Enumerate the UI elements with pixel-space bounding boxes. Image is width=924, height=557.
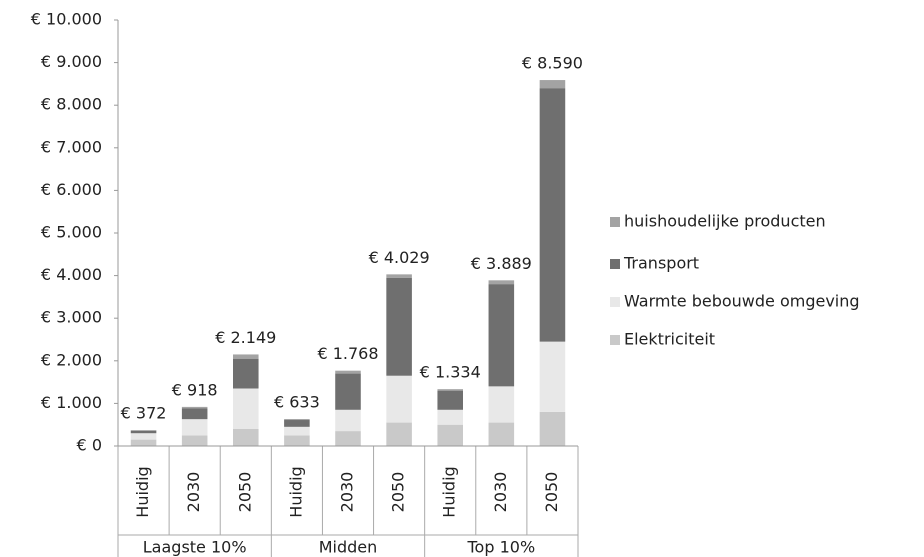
total-label: € 918 (172, 380, 218, 399)
bar-segment (386, 277, 412, 376)
legend-label: Transport (623, 254, 699, 273)
bar-segment (335, 373, 361, 410)
x-tick-label: Huidig (440, 466, 459, 517)
total-label: € 372 (121, 404, 167, 423)
bar-segment (488, 284, 515, 387)
bar-segment (284, 420, 310, 427)
total-label: € 4.029 (369, 248, 430, 267)
legend-swatch (610, 297, 620, 307)
y-tick-label: € 6.000 (41, 180, 102, 199)
bar-segment (437, 424, 463, 446)
x-tick-label: 2030 (491, 472, 510, 513)
x-tick-label: Huidig (133, 466, 152, 517)
y-tick-label: € 7.000 (41, 137, 102, 156)
bar-segment (233, 388, 259, 429)
total-label: € 1.334 (420, 363, 481, 382)
y-tick-label: € 8.000 (41, 95, 102, 114)
legend-swatch (610, 335, 620, 345)
bar-segment (335, 370, 361, 374)
group-label: Top 10% (467, 538, 536, 557)
bar-segment (386, 375, 412, 423)
x-tick-label: 2050 (389, 472, 408, 513)
x-tick-label: 2050 (235, 472, 254, 513)
bar-segment (130, 430, 157, 431)
bar-segment (335, 431, 361, 446)
y-tick-label: € 10.000 (31, 10, 102, 29)
x-tick-label: 2030 (338, 472, 357, 513)
bar-segment (437, 409, 463, 425)
bar-segment (233, 354, 259, 359)
total-label: € 2.149 (215, 328, 276, 347)
bar-segment (437, 389, 463, 391)
legend-label: Elektriciteit (624, 330, 715, 349)
bar-segment (386, 422, 412, 446)
legend-label: Warmte bebouwde omgeving (624, 292, 860, 311)
legend-swatch (610, 259, 620, 269)
legend-swatch (610, 217, 620, 227)
bar-segment (284, 426, 310, 436)
y-tick-label: € 9.000 (41, 52, 102, 71)
bar-segment (488, 422, 515, 446)
bar-segment (488, 280, 515, 285)
bar-segment (233, 428, 259, 446)
x-tick-label: 2030 (184, 472, 203, 513)
total-label: € 633 (274, 393, 320, 412)
bar-segment (488, 386, 515, 423)
total-label: € 8.590 (522, 54, 583, 73)
bar-segment (284, 435, 310, 446)
bar-segment (386, 274, 412, 278)
bar-segment (181, 408, 208, 420)
bar-segment (539, 411, 566, 446)
y-tick-label: € 5.000 (41, 223, 102, 242)
bar-segment (181, 435, 208, 446)
y-tick-label: € 2.000 (41, 350, 102, 369)
group-label: Laagste 10% (143, 538, 247, 557)
y-tick-label: € 4.000 (41, 265, 102, 284)
bar-segment (539, 341, 566, 412)
bar-segment (539, 80, 566, 89)
bar-segment (539, 88, 566, 342)
x-tick-label: Huidig (286, 466, 305, 517)
group-label: Midden (319, 538, 378, 557)
bar-segment (335, 409, 361, 432)
bar-segment (130, 430, 157, 434)
bar-segment (130, 433, 157, 440)
bar-segment (181, 406, 208, 409)
y-tick-label: € 0 (77, 436, 102, 455)
bar-segment (284, 419, 310, 421)
bar-segment (233, 358, 259, 389)
x-tick-label: 2050 (542, 472, 561, 513)
legend-label: huishoudelijke producten (624, 212, 826, 231)
total-label: € 1.768 (317, 344, 378, 363)
bar-segment (437, 390, 463, 410)
y-tick-label: € 1.000 (41, 393, 102, 412)
y-tick-label: € 3.000 (41, 308, 102, 327)
bar-segment (130, 439, 157, 446)
bar-segment (181, 419, 208, 436)
total-label: € 3.889 (471, 254, 532, 273)
